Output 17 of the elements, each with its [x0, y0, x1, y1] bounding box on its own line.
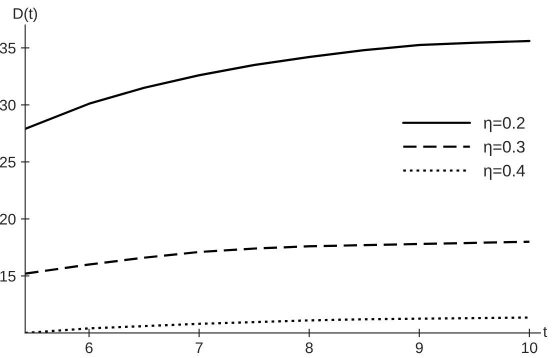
x-axis-title: t [543, 327, 548, 338]
x-tick-label: 7 [196, 342, 203, 354]
y-tick-label: 25 [0, 156, 16, 168]
y-axis-title: D(t) [14, 8, 37, 22]
x-tick-label: 6 [86, 342, 93, 354]
y-tick-label: 20 [0, 214, 16, 225]
line-series [25, 316, 530, 333]
legend-label: η=0.3 [484, 140, 525, 156]
x-tick-label: 10 [522, 342, 538, 354]
x-tick-label: 8 [306, 342, 313, 354]
y-tick-label: 35 [0, 42, 16, 54]
y-tick-label: 30 [0, 100, 16, 111]
line-series [25, 240, 530, 275]
legend-label: η=0.2 [484, 117, 525, 132]
y-tick-label: 15 [0, 270, 16, 282]
x-tick-label: 9 [416, 342, 423, 354]
legend-label: η=0.4 [484, 164, 525, 180]
